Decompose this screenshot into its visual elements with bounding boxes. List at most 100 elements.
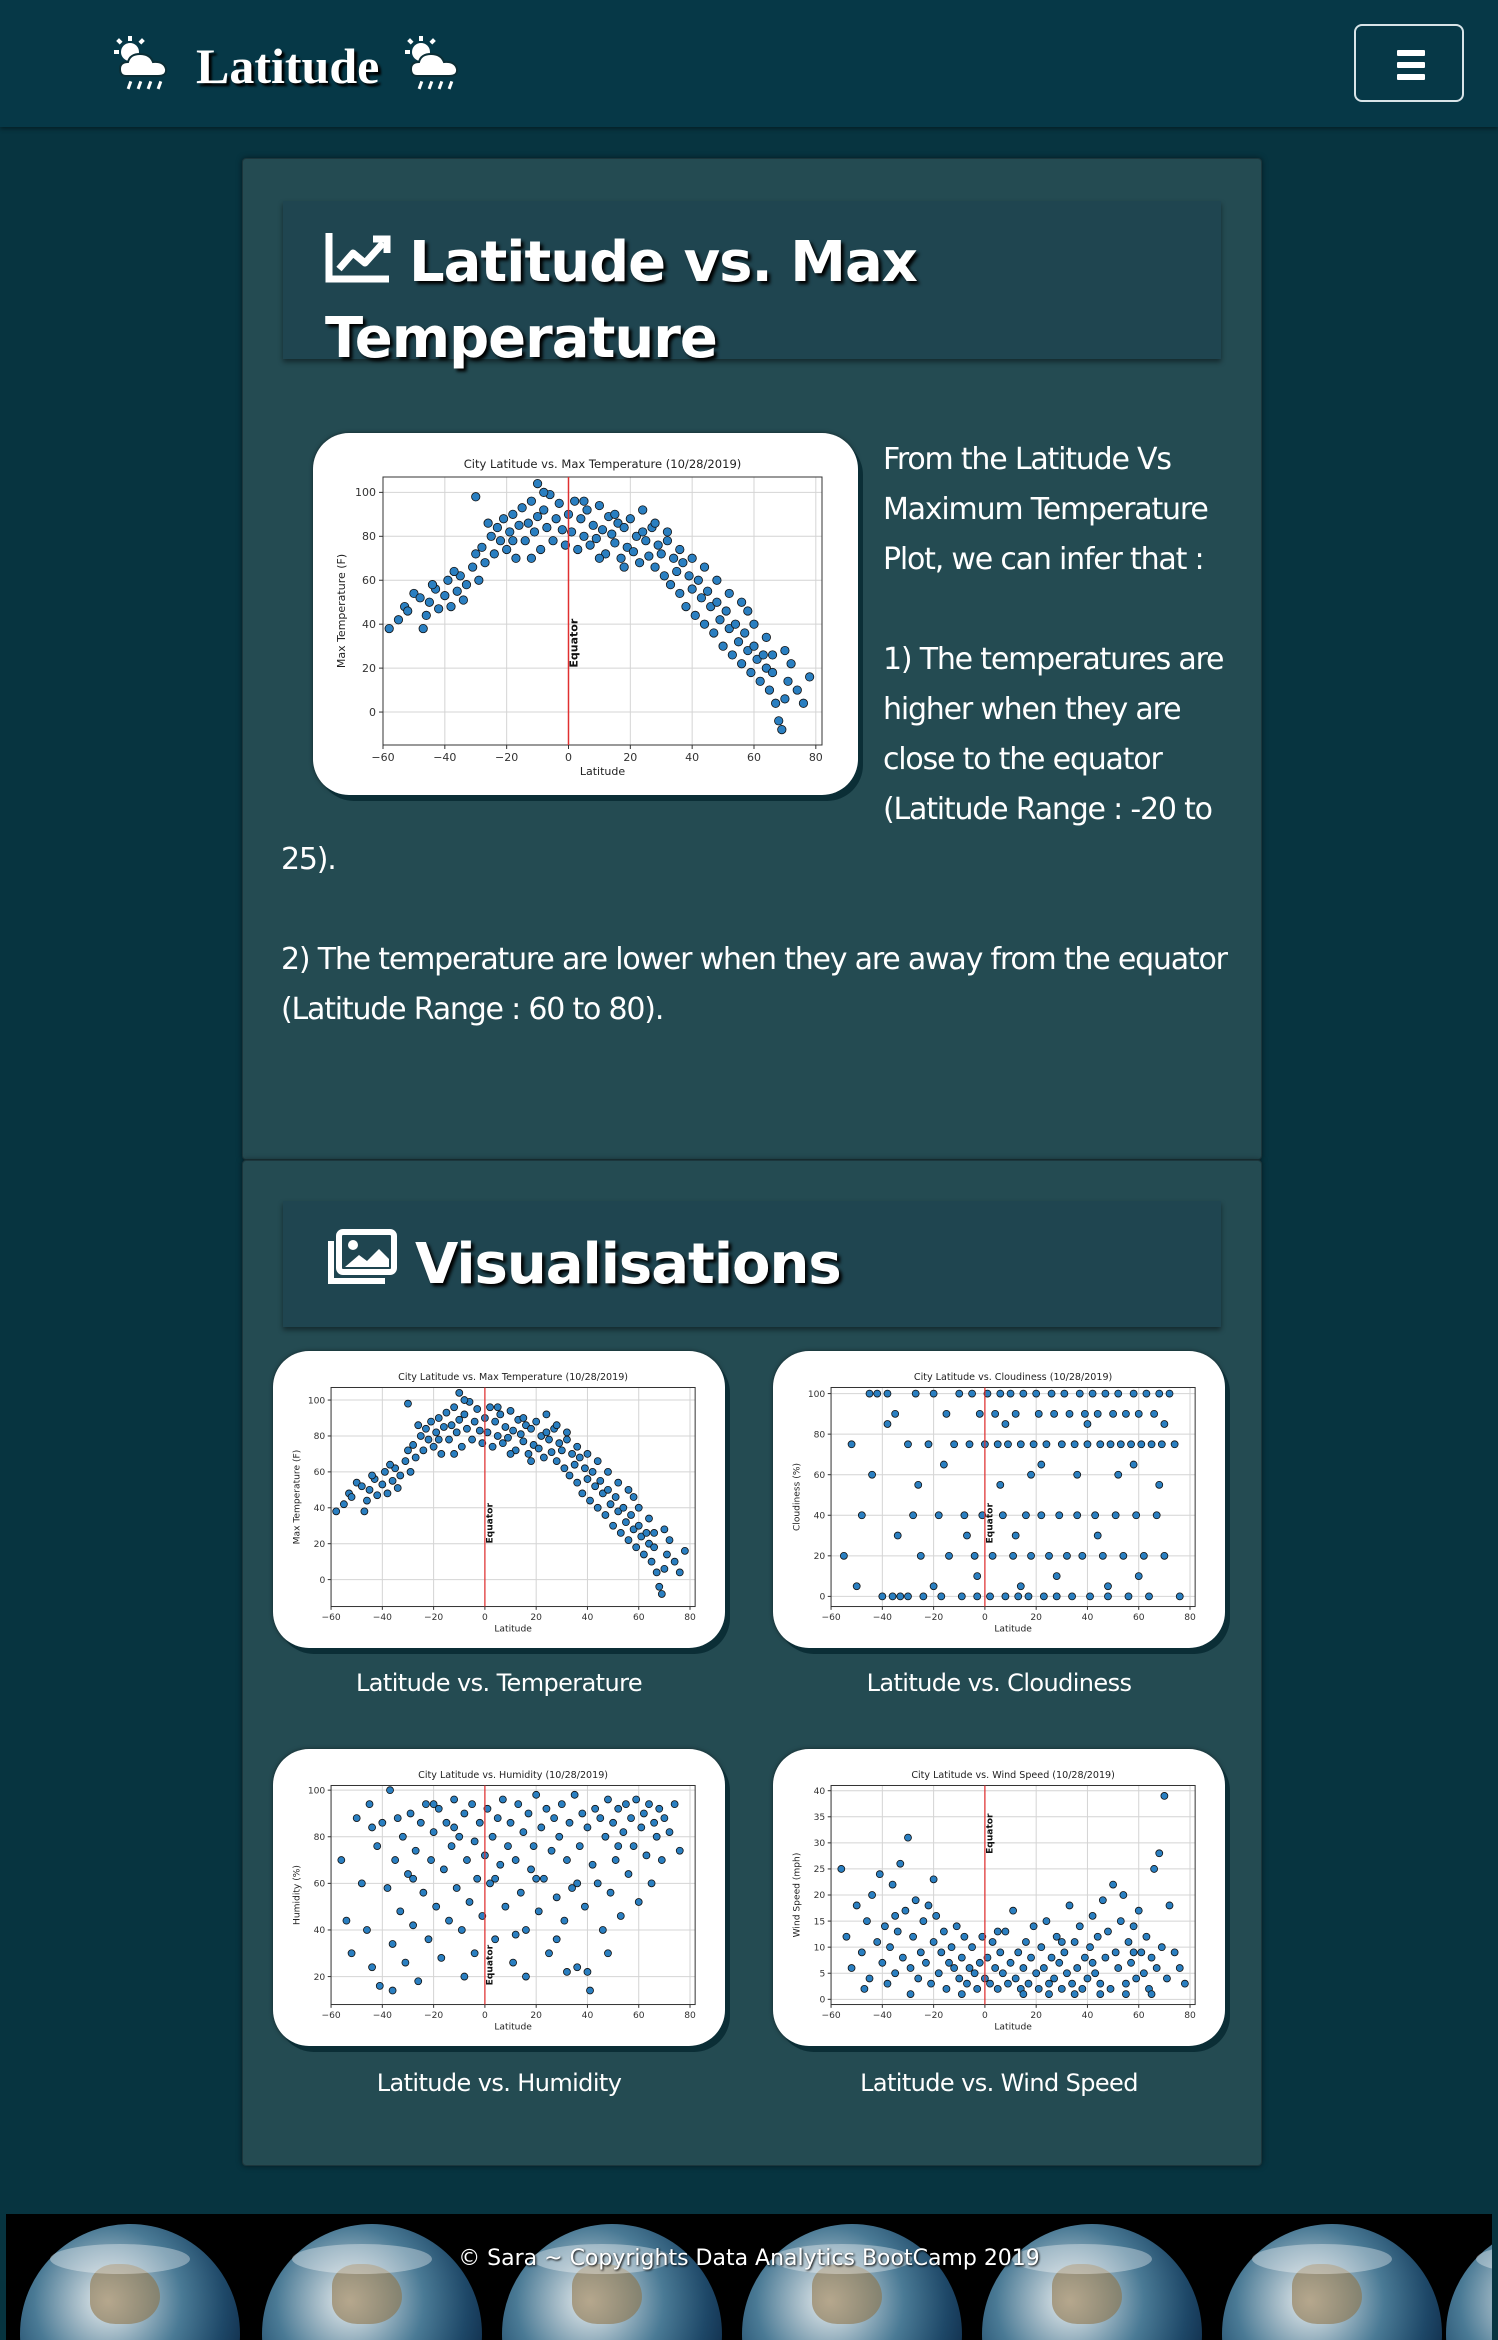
x-tick-label: −60 — [821, 2011, 840, 2021]
scatter-point — [593, 1879, 602, 1888]
scatter-point — [1160, 1792, 1169, 1800]
scatter-point — [1160, 1551, 1169, 1560]
scatter-point — [724, 623, 734, 634]
scatter-point — [418, 623, 428, 634]
scatter-point — [611, 1493, 620, 1501]
scatter-point — [665, 1828, 674, 1836]
scatter-point — [555, 1832, 564, 1841]
scatter-point — [873, 1938, 882, 1946]
scatter-point — [978, 1932, 987, 1941]
cloudiness-thumbnail-chart: −60 −40 −20 0 20 40 60 80 0 20 40 60 80 100 City Latit… — [793, 1372, 1196, 1634]
scatter-point — [465, 1898, 474, 1906]
scatter-point — [486, 531, 496, 541]
scatter-point — [998, 1511, 1007, 1520]
main-temperature-plot[interactable]: −60 −40 −20 0 20 40 60 80 0 20 40 60 80 100 City Latit… — [313, 433, 858, 795]
scatter-point — [1129, 1922, 1138, 1931]
scatter-point — [914, 1974, 923, 1983]
scatter-point — [604, 1949, 612, 1958]
x-tick-label: −20 — [424, 2011, 443, 2021]
scatter-point — [434, 604, 444, 614]
scatter-point — [575, 1842, 584, 1850]
scatter-point — [581, 1902, 589, 1911]
scatter-point — [1098, 1896, 1107, 1905]
scatter-point — [493, 1814, 502, 1822]
scatter-point — [1032, 1389, 1041, 1398]
scatter-point — [1086, 1592, 1094, 1601]
wind-speed-thumbnail[interactable]: −60 −40 −20 0 20 40 60 80 0 5 10 15 20 25 30 35 40 City L… — [773, 1749, 1225, 2046]
scatter-point — [1093, 1531, 1102, 1540]
scatter-point — [684, 571, 694, 581]
scatter-point — [699, 562, 710, 572]
y-tick-label: 10 — [814, 1943, 826, 1953]
description-line: 1) The temperatures are — [883, 642, 1225, 677]
scatter-point — [911, 1896, 920, 1905]
scatter-point — [498, 1439, 507, 1448]
scatter-point — [878, 1958, 887, 1967]
scatter-point — [450, 1795, 459, 1804]
y-tick-label: 30 — [814, 1839, 826, 1849]
scatter-point — [1055, 1958, 1064, 1967]
cloudiness-thumbnail[interactable]: −60 −40 −20 0 20 40 60 80 0 20 40 60 80 100 City Latit… — [773, 1351, 1225, 1648]
scatter-point — [539, 487, 549, 497]
temperature-scatter-chart: −60 −40 −20 0 20 40 60 80 0 20 40 60 80 100 City Latit… — [335, 457, 823, 778]
visualisations-card-header: Visualisations — [283, 1201, 1221, 1327]
scatter-point — [542, 522, 552, 533]
scatter-point — [1142, 1932, 1151, 1941]
scatter-point — [1050, 1974, 1059, 1983]
scatter-point — [591, 1804, 600, 1813]
scatter-point — [468, 1435, 476, 1444]
scatter-point — [660, 1564, 669, 1573]
scatter-point — [532, 1874, 541, 1883]
plot-frame — [330, 1386, 696, 1608]
scatter-point — [934, 1969, 943, 1978]
scatter-point — [381, 1467, 389, 1476]
scatter-point — [416, 1432, 425, 1440]
scatter-point — [519, 1437, 528, 1446]
temperature-card: Latitude vs. Max Temperature −60 −40 −20 0 2… — [242, 158, 1262, 1160]
scatter-point — [805, 672, 815, 682]
humidity-thumbnail[interactable]: −60 −40 −20 0 20 40 60 80 20 40 60 80 100 City Latitu… — [273, 1749, 725, 2046]
scatter-point — [504, 1842, 512, 1850]
scatter-point — [628, 547, 639, 557]
scatter-point — [893, 1927, 902, 1936]
scatter-point — [439, 1423, 448, 1431]
scatter-point — [1165, 1389, 1174, 1398]
scatter-point — [357, 1879, 366, 1888]
scatter-point — [406, 1467, 415, 1476]
scatter-point — [588, 1860, 597, 1869]
caption-cloudiness: Latitude vs. Cloudiness — [866, 1669, 1132, 1697]
scatter-point — [501, 1423, 510, 1431]
scatter-point — [996, 1948, 1005, 1957]
scatter-point — [896, 1859, 905, 1868]
scatter-point — [955, 1389, 964, 1398]
scatter-point — [1063, 1551, 1071, 1560]
scatter-point — [660, 1814, 669, 1822]
navbar-toggle-button[interactable] — [1354, 24, 1464, 102]
scatter-point — [368, 1963, 376, 1972]
scatter-point — [650, 1818, 659, 1827]
chart-line-icon — [325, 233, 391, 283]
navbar-brand[interactable]: Latitude — [110, 30, 465, 102]
scatter-point — [414, 1977, 423, 1986]
temperature-thumbnail[interactable]: −60 −40 −20 0 20 40 60 80 0 20 40 60 80 100 City Latit… — [273, 1351, 725, 1648]
equator-annotation: Equator — [985, 1503, 995, 1544]
scatter-point — [624, 1485, 633, 1494]
scatter-point — [437, 1450, 446, 1458]
scatter-point — [463, 1856, 471, 1864]
scatter-point — [411, 1453, 420, 1462]
scatter-point — [474, 575, 484, 585]
scatter-point — [551, 514, 561, 524]
scatter-point — [675, 1568, 684, 1577]
scatter-point — [524, 1450, 533, 1458]
scatter-point — [1096, 1990, 1105, 1998]
scatter-point — [852, 1901, 861, 1910]
scatter-point — [545, 1949, 553, 1958]
y-tick-label: 100 — [308, 1396, 326, 1406]
scatter-point — [929, 1389, 938, 1398]
scatter-point — [650, 1529, 659, 1537]
scatter-point — [924, 1440, 933, 1449]
description-point-2: 2) The temperature are lower when they a… — [281, 942, 1228, 977]
x-tick-label: 60 — [747, 751, 761, 764]
scatter-point — [409, 1921, 417, 1930]
equator-annotation: Equator — [567, 618, 580, 667]
